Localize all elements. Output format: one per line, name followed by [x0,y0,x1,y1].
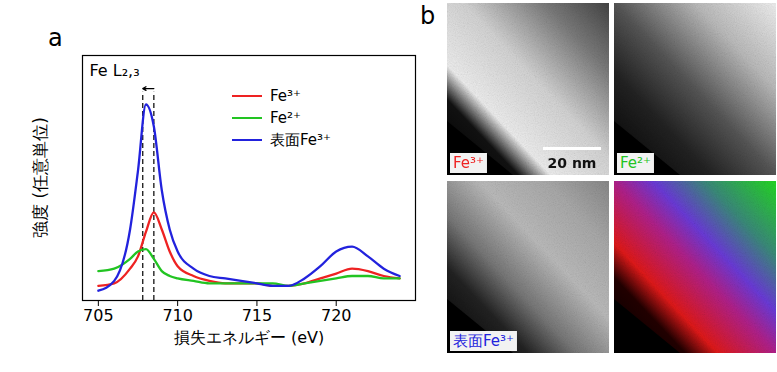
svg-text:705: 705 [83,306,114,325]
svg-text:720: 720 [321,306,352,325]
svg-text:Fe²⁺: Fe²⁺ [620,154,651,172]
html-text:b: b [420,2,436,30]
svg-text:715: 715 [242,306,273,325]
svg-text:損失エネルギー (eV): 損失エネルギー (eV) [174,328,324,347]
svg-text:表面Fe³⁺: 表面Fe³⁺ [453,332,514,350]
html-text:表面Fe³⁺: 表面Fe³⁺ [270,130,331,149]
svg-text:710: 710 [162,306,193,325]
html-text:強度 (任意単位): 強度 (任意単位) [29,117,50,238]
svg-text:Fe L₂,₃: Fe L₂,₃ [90,61,140,80]
html-text:a: a [48,24,63,52]
html-text:Fe²⁺: Fe²⁺ [270,109,301,127]
html-text:Fe³⁺: Fe³⁺ [270,87,301,105]
svg-text:Fe³⁺: Fe³⁺ [453,154,484,172]
svg-text:20 nm: 20 nm [548,155,597,171]
